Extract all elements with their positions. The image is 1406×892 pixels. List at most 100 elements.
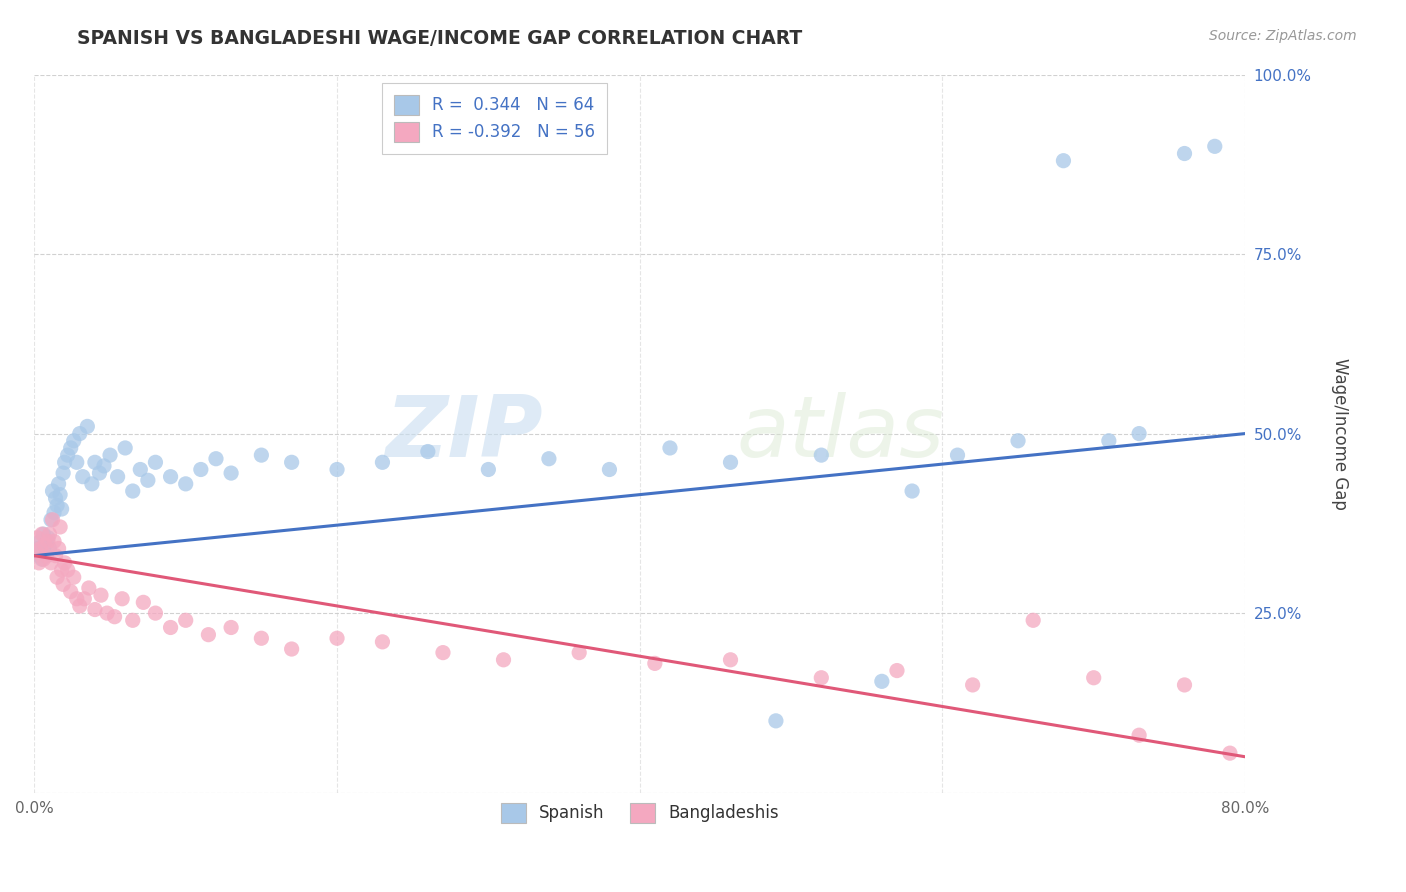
Point — [28, 549, 51, 563]
Point — [27, 541, 49, 556]
Point — [34, 538, 56, 552]
Point — [66, 591, 89, 606]
Point — [51, 563, 73, 577]
Point — [34, 538, 56, 552]
Point — [1098, 434, 1121, 448]
Point — [76, 419, 98, 434]
Point — [39, 513, 62, 527]
Point — [48, 541, 70, 556]
Point — [32, 552, 55, 566]
Point — [84, 455, 107, 469]
Point — [598, 462, 620, 476]
Point — [41, 513, 63, 527]
Point — [49, 520, 72, 534]
Point — [28, 556, 51, 570]
Point — [49, 488, 72, 502]
Point — [136, 473, 159, 487]
Point — [962, 678, 984, 692]
Point — [720, 455, 742, 469]
Point — [1052, 153, 1074, 168]
Text: ZIP: ZIP — [385, 392, 543, 475]
Point — [197, 628, 219, 642]
Point — [1128, 426, 1150, 441]
Point — [41, 483, 63, 498]
Point — [59, 441, 82, 455]
Point — [121, 483, 143, 498]
Point — [31, 527, 53, 541]
Point — [35, 549, 58, 563]
Point — [62, 434, 84, 448]
Point — [870, 674, 893, 689]
Text: Source: ZipAtlas.com: Source: ZipAtlas.com — [1209, 29, 1357, 43]
Point — [492, 653, 515, 667]
Point — [1219, 746, 1241, 760]
Point — [56, 563, 79, 577]
Point — [1128, 728, 1150, 742]
Point — [886, 664, 908, 678]
Point — [537, 451, 560, 466]
Point — [93, 458, 115, 473]
Point — [72, 469, 94, 483]
Point — [121, 613, 143, 627]
Point — [30, 541, 52, 556]
Point — [80, 476, 103, 491]
Point — [42, 534, 65, 549]
Point — [810, 671, 832, 685]
Text: SPANISH VS BANGLADESHI WAGE/INCOME GAP CORRELATION CHART: SPANISH VS BANGLADESHI WAGE/INCOME GAP C… — [77, 29, 803, 47]
Point — [90, 588, 112, 602]
Point — [46, 499, 69, 513]
Point — [39, 556, 62, 570]
Point — [205, 451, 228, 466]
Point — [1022, 613, 1045, 627]
Point — [107, 469, 129, 483]
Point — [1083, 671, 1105, 685]
Point — [37, 531, 59, 545]
Point — [38, 541, 60, 556]
Point — [45, 491, 67, 506]
Point — [84, 602, 107, 616]
Legend: Spanish, Bangladeshis: Spanish, Bangladeshis — [489, 791, 790, 835]
Point — [69, 426, 91, 441]
Point — [280, 455, 302, 469]
Point — [810, 448, 832, 462]
Point — [31, 552, 53, 566]
Point — [174, 476, 197, 491]
Point — [159, 620, 181, 634]
Point — [1173, 678, 1195, 692]
Point — [1007, 434, 1029, 448]
Point — [159, 469, 181, 483]
Point — [659, 441, 682, 455]
Point — [69, 599, 91, 613]
Point — [250, 632, 273, 646]
Point — [765, 714, 787, 728]
Point — [326, 632, 349, 646]
Point — [56, 448, 79, 462]
Point — [280, 642, 302, 657]
Point — [114, 441, 136, 455]
Point — [38, 527, 60, 541]
Point — [46, 570, 69, 584]
Point — [103, 609, 125, 624]
Point — [98, 448, 121, 462]
Point — [568, 646, 591, 660]
Point — [326, 462, 349, 476]
Point — [53, 556, 76, 570]
Point — [145, 455, 167, 469]
Point — [25, 545, 48, 559]
Point — [73, 591, 96, 606]
Point — [62, 570, 84, 584]
Point — [59, 584, 82, 599]
Point — [42, 506, 65, 520]
Point — [111, 591, 134, 606]
Point — [96, 606, 118, 620]
Point — [25, 545, 48, 559]
Point — [52, 577, 75, 591]
Point — [901, 483, 924, 498]
Point — [66, 455, 89, 469]
Point — [52, 466, 75, 480]
Text: atlas: atlas — [737, 392, 945, 475]
Point — [1204, 139, 1226, 153]
Point — [77, 581, 100, 595]
Point — [129, 462, 152, 476]
Point — [946, 448, 969, 462]
